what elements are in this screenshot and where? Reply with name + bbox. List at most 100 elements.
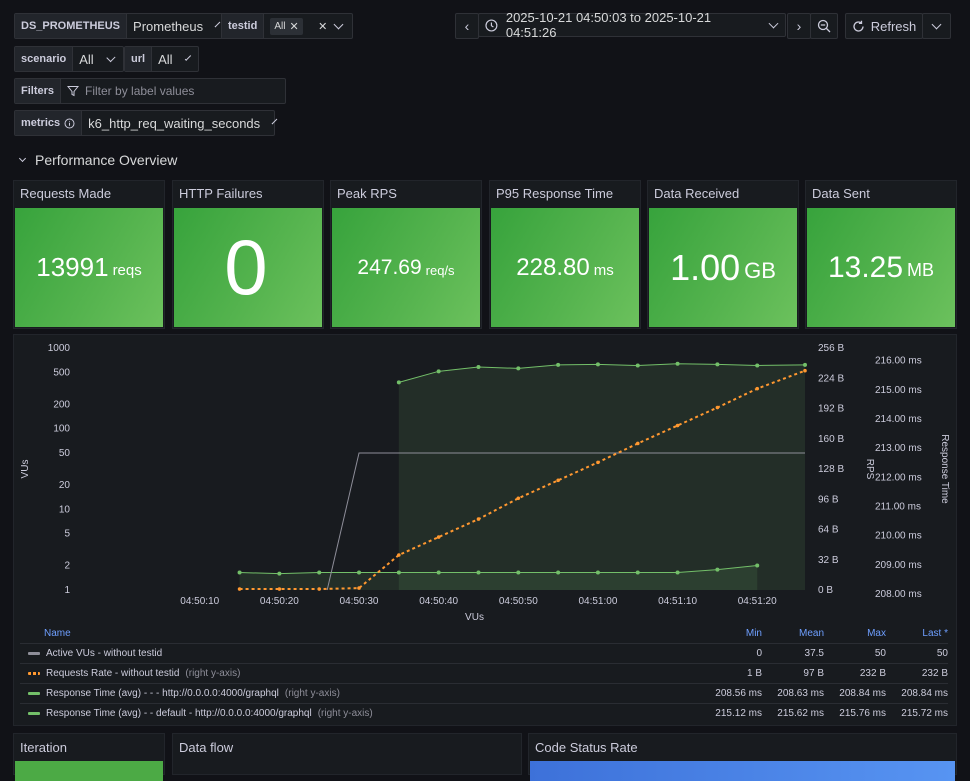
series-point-response-http xyxy=(556,570,561,575)
scenario-variable-select[interactable]: All xyxy=(73,47,123,71)
legend-header-max[interactable]: Max xyxy=(867,628,886,639)
x-tick-label: 04:50:20 xyxy=(260,596,299,607)
series-point-requests-rate xyxy=(516,496,521,501)
stat-body: 0 xyxy=(174,208,322,327)
refresh-button[interactable]: Refresh xyxy=(845,13,923,39)
stat-value: 247.69 xyxy=(357,255,422,279)
series-point-requests-rate xyxy=(476,517,481,521)
legend-min: 215.12 ms xyxy=(715,708,762,719)
timeseries-chart[interactable]: 1 2 5 10 20 50 100 200 500 1000 0 B 32 B 64 B 96 B 128… xyxy=(14,335,956,620)
ds-variable-select[interactable]: Prometheus xyxy=(127,14,223,38)
series-point-response-http xyxy=(357,570,362,575)
series-point-response-default xyxy=(516,366,521,371)
y-left-tick-label: 10 xyxy=(59,504,71,515)
stat-panel-p95-response-time: P95 Response Time 228.80 ms xyxy=(489,180,641,329)
testid-variable-label: testid xyxy=(222,14,265,38)
y-right2-tick-label: 216.00 ms xyxy=(875,356,922,367)
y-right2-tick-label: 214.00 ms xyxy=(875,414,922,425)
legend-last: 50 xyxy=(936,648,948,659)
testid-chip[interactable]: All ✕ xyxy=(270,17,303,35)
y-left-tick-label: 500 xyxy=(53,367,70,378)
y-right2-tick-label: 213.00 ms xyxy=(875,443,922,454)
series-point-response-http xyxy=(516,570,521,575)
legend-mean: 208.63 ms xyxy=(777,688,824,699)
series-point-response-http xyxy=(755,563,760,568)
legend-series-name: Response Time (avg) - - - http://0.0.0.0… xyxy=(20,688,700,699)
y-left-tick-label: 50 xyxy=(59,448,71,459)
legend-header: Name Min Mean Max Last * xyxy=(20,624,948,643)
stat-body: 247.69 req/s xyxy=(332,208,480,327)
chip-close-icon[interactable]: ✕ xyxy=(289,20,299,33)
series-point-response-http xyxy=(595,570,600,575)
time-range-picker[interactable]: 2025-10-21 04:50:03 to 2025-10-21 04:51:… xyxy=(478,10,786,40)
y-left-tick-label: 5 xyxy=(64,529,70,540)
timeseries-panel: 1 2 5 10 20 50 100 200 500 1000 0 B 32 B 64 B 96 B 128… xyxy=(13,334,957,726)
legend-header-mean[interactable]: Mean xyxy=(798,628,824,639)
series-point-requests-rate xyxy=(755,386,760,391)
url-variable-select[interactable]: All xyxy=(152,47,198,71)
refresh-label: Refresh xyxy=(870,18,917,34)
legend-max: 50 xyxy=(874,648,886,659)
x-tick-label: 04:51:00 xyxy=(578,596,617,607)
series-point-requests-rate xyxy=(635,441,640,446)
series-point-requests-rate xyxy=(675,423,680,428)
refresh-interval-button[interactable] xyxy=(922,13,951,39)
legend-row[interactable]: Requests Rate - without testid (right y-a… xyxy=(20,663,948,683)
y-right2-tick-label: 211.00 ms xyxy=(875,502,921,513)
legend-header-name[interactable]: Name xyxy=(44,628,71,639)
filters-placeholder: Filter by label values xyxy=(85,84,195,98)
metrics-variable: metrics k6_http_req_waiting_seconds xyxy=(14,110,278,136)
series-point-response-default xyxy=(755,363,760,368)
legend-row[interactable]: Active VUs - without testid 0 37.5 50 50 xyxy=(20,643,948,663)
stat-panel-data-received: Data Received 1.00 GB xyxy=(647,180,799,329)
legend-swatch xyxy=(28,712,40,715)
legend-min: 1 B xyxy=(746,668,762,679)
legend-row[interactable]: Response Time (avg) - - - http://0.0.0.0… xyxy=(20,683,948,703)
y-right2-tick-label: 210.00 ms xyxy=(875,531,922,542)
series-line-response-http xyxy=(239,565,758,575)
stat-panel-data-sent: Data Sent 13.25 MB xyxy=(805,180,957,329)
x-axis-label: VUs xyxy=(465,612,484,620)
iteration-panel: Iteration xyxy=(13,733,165,781)
series-point-response-http xyxy=(635,570,640,575)
chevron-left-icon: ‹ xyxy=(464,18,470,34)
filters-input[interactable]: Filter by label values xyxy=(61,79,285,103)
legend-header-last[interactable]: Last * xyxy=(922,628,948,639)
zoom-out-button[interactable] xyxy=(810,13,838,39)
legend-mean: 97 B xyxy=(803,668,824,679)
y-right2-tick-label: 208.00 ms xyxy=(875,589,922,600)
code-status-bar xyxy=(530,761,955,781)
metrics-variable-select[interactable]: k6_http_req_waiting_seconds xyxy=(82,111,278,135)
stat-unit: req/s xyxy=(425,263,455,278)
clear-icon[interactable]: ✕ xyxy=(318,20,328,33)
legend-row[interactable]: Response Time (avg) - - default - http:/… xyxy=(20,703,948,723)
testid-variable-select[interactable]: All ✕ ✕ xyxy=(264,14,352,38)
series-point-requests-rate xyxy=(596,460,600,465)
legend-table: Name Min Mean Max Last * Active VUs - wi… xyxy=(20,624,948,723)
info-icon[interactable] xyxy=(64,118,75,129)
stat-value: 13.25 xyxy=(827,250,904,284)
chevron-right-icon: › xyxy=(796,18,802,34)
stat-panel-http-failures: HTTP Failures 0 xyxy=(172,180,324,329)
y-right1-tick-label: 192 B xyxy=(818,404,844,415)
stat-panel-requests-made: Requests Made 13991 reqs xyxy=(13,180,165,329)
url-variable: url All xyxy=(124,46,200,72)
ds-variable-value: Prometheus xyxy=(133,18,204,34)
time-back-button[interactable]: ‹ xyxy=(455,13,479,39)
row-title: Performance Overview xyxy=(35,152,178,168)
x-tick-label: 04:51:10 xyxy=(658,596,697,607)
x-tick-label: 04:50:40 xyxy=(419,596,458,607)
time-forward-button[interactable]: › xyxy=(787,13,811,39)
series-point-response-default xyxy=(556,362,561,367)
series-point-requests-rate xyxy=(277,587,282,591)
y-right1-tick-label: 224 B xyxy=(818,373,844,384)
stat-panel-peak-rps: Peak RPS 247.69 req/s xyxy=(330,180,482,329)
series-point-requests-rate xyxy=(556,478,560,483)
y-left-axis-label: VUs xyxy=(20,460,31,479)
stat-value: 0 xyxy=(224,223,268,311)
legend-header-min[interactable]: Min xyxy=(745,628,762,639)
row-header[interactable]: Performance Overview xyxy=(18,152,177,168)
chevron-down-icon xyxy=(271,118,278,125)
y-right1-tick-label: 96 B xyxy=(818,494,839,505)
stat-title: P95 Response Time xyxy=(496,186,614,201)
